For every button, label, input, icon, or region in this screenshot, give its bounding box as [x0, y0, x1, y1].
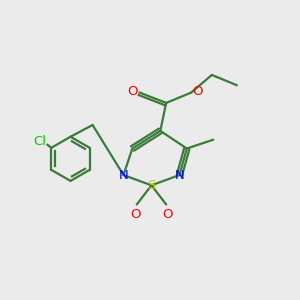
- Text: O: O: [192, 85, 202, 98]
- Text: O: O: [128, 85, 138, 98]
- Text: S: S: [147, 179, 156, 192]
- Text: O: O: [162, 208, 173, 221]
- Text: Cl: Cl: [33, 135, 46, 148]
- Text: N: N: [175, 169, 184, 182]
- Text: O: O: [130, 208, 140, 221]
- Text: N: N: [118, 169, 128, 182]
